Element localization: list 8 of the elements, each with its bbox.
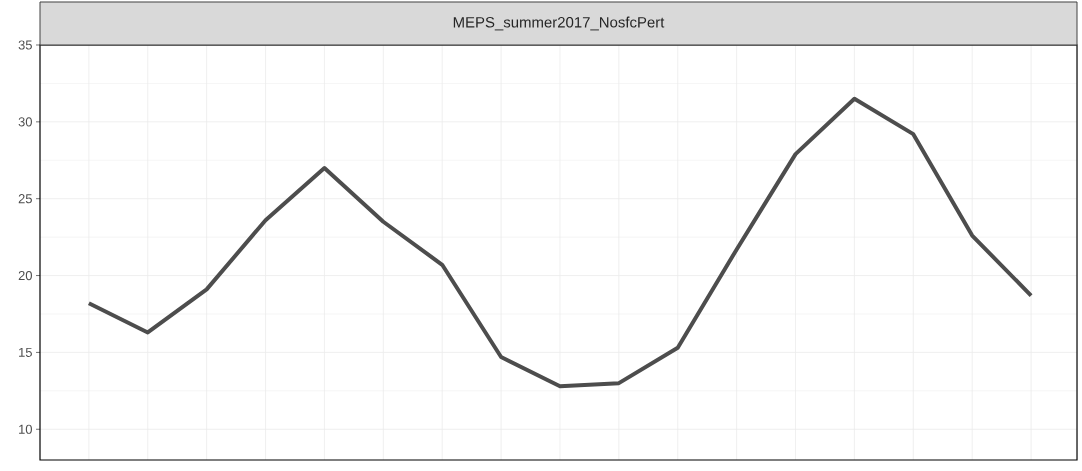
y-tick-label: 15 <box>19 347 32 357</box>
y-tick-label: 10 <box>19 424 32 434</box>
line-series <box>86 96 1034 389</box>
y-tick-label: 30 <box>18 117 32 127</box>
y-tick-label: 35 <box>18 40 32 50</box>
chart-title: MEPS_summer2017_NosfcPert <box>453 16 665 31</box>
y-tick-label: 20 <box>18 271 32 281</box>
y-tick-label: 25 <box>18 194 32 204</box>
